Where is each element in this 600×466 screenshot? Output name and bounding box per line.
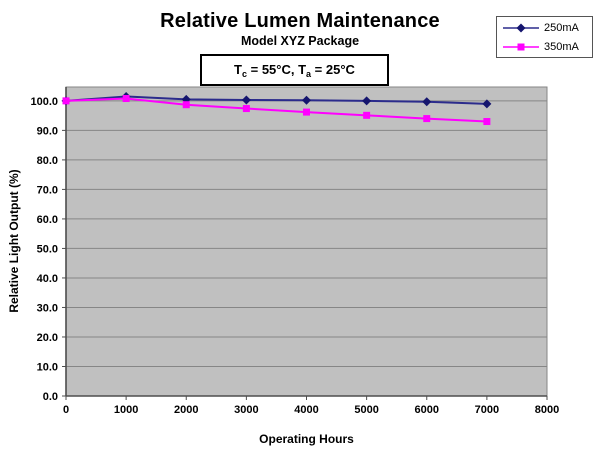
- data-point-250mA-7000: [482, 99, 492, 109]
- y-tick-label: 0.0: [43, 391, 58, 403]
- legend: 250mA 350mA: [496, 16, 593, 58]
- x-tick-label: 3000: [234, 404, 258, 416]
- x-axis-title: Operating Hours: [259, 432, 354, 446]
- plot-background: [65, 86, 548, 397]
- legend-entry-350mA: 350mA: [502, 37, 592, 56]
- annotation-text: Tc = 55°C, Ta = 25°C: [234, 62, 355, 79]
- legend-entry-250mA: 250mA: [502, 18, 592, 37]
- legend-label: 350mA: [544, 40, 579, 53]
- y-tick-label: 80.0: [37, 155, 58, 167]
- data-point-250mA-6000: [422, 97, 432, 107]
- data-point-350mA-5000: [363, 111, 371, 119]
- x-tick-label: 7000: [475, 404, 499, 416]
- annotation-subscript: c: [242, 68, 248, 79]
- chart-title: Relative Lumen Maintenance: [160, 10, 440, 32]
- legend-diamond-marker-icon: [503, 23, 539, 32]
- x-tick-label: 6000: [415, 404, 439, 416]
- data-point-350mA-1000: [122, 95, 130, 103]
- y-tick-label: 90.0: [37, 125, 58, 137]
- x-tick-label: 1000: [114, 404, 138, 416]
- x-tick-label: 8000: [535, 404, 559, 416]
- annotation-subscript: a: [306, 68, 312, 79]
- y-tick-label: 20.0: [37, 332, 58, 344]
- data-point-350mA-0: [62, 97, 70, 105]
- legend-square-marker-icon: [503, 43, 539, 50]
- x-tick-label: 4000: [294, 404, 318, 416]
- data-point-350mA-7000: [483, 118, 491, 126]
- y-tick-label: 40.0: [37, 273, 58, 285]
- data-point-350mA-2000: [182, 101, 190, 109]
- chart-subtitle: Model XYZ Package: [240, 34, 360, 48]
- x-tick-label: 2000: [174, 404, 198, 416]
- x-tick-label: 0: [63, 404, 69, 416]
- y-tick-label: 100.0: [30, 96, 58, 108]
- y-axis-title: Relative Light Output (%): [7, 169, 21, 313]
- annotation-box: Tc = 55°C, Ta = 25°C: [200, 54, 389, 86]
- data-point-250mA-5000: [362, 96, 372, 106]
- series-line-350mA: [65, 97, 487, 123]
- y-tick-label: 70.0: [37, 184, 58, 196]
- data-point-350mA-6000: [423, 115, 431, 123]
- x-tick-label: 5000: [354, 404, 378, 416]
- data-point-250mA-4000: [302, 95, 311, 105]
- y-tick-label: 60.0: [37, 214, 58, 226]
- series-line-250mA: [65, 95, 487, 105]
- annotation-segment: = 25°C: [311, 61, 355, 77]
- y-tick-label: 50.0: [37, 243, 58, 255]
- annotation-segment: = 55°C, T: [247, 61, 307, 77]
- y-tick-label: 30.0: [37, 302, 58, 314]
- y-tick-label: 10.0: [37, 361, 58, 373]
- annotation-segment: T: [234, 61, 242, 77]
- legend-label: 250mA: [544, 21, 579, 34]
- data-point-250mA-3000: [241, 95, 251, 105]
- data-point-350mA-3000: [242, 105, 250, 113]
- data-point-350mA-4000: [303, 108, 310, 116]
